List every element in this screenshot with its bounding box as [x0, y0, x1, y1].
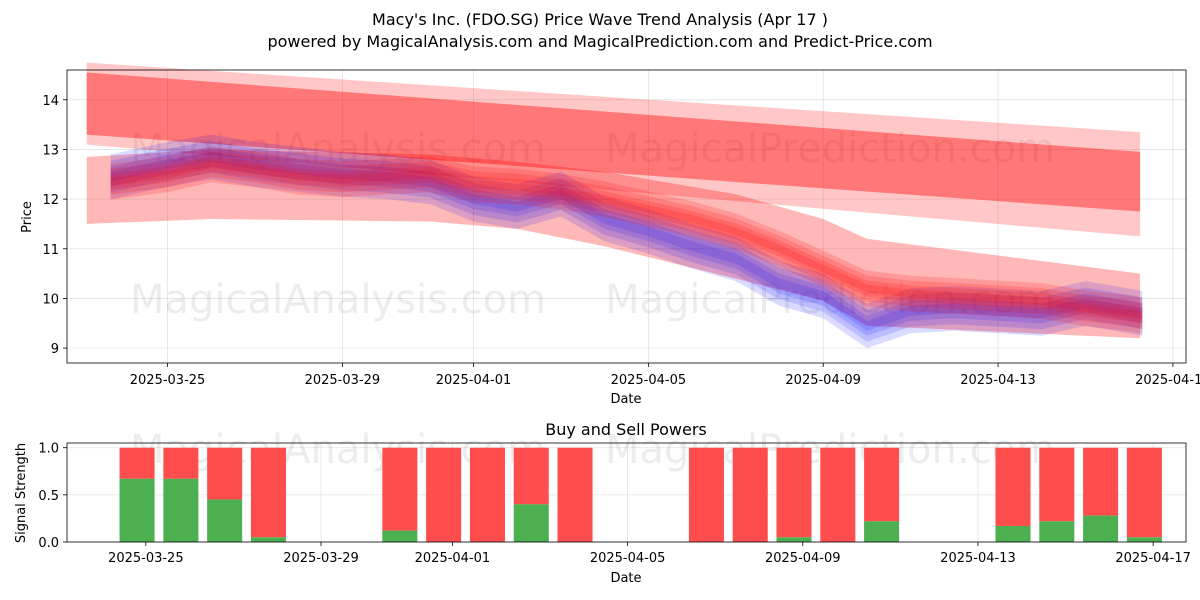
bottom-ytick-label-0: 0.0: [38, 536, 59, 551]
top-xtick-label-6: 2025-04-17: [1135, 373, 1200, 388]
top-xtick-label-5: 2025-04-13: [960, 373, 1036, 388]
top-watermarks: MagicalAnalysis.com MagicalPrediction.co…: [130, 126, 1055, 323]
sell-bar-5: [426, 447, 462, 542]
sell-bar-1: [163, 447, 199, 479]
top-gridlines: [67, 70, 1186, 363]
top-xtick-label-4: 2025-04-09: [785, 373, 861, 388]
buy-bar-7: [513, 504, 549, 542]
top-ytick-label-3: 12: [42, 193, 59, 208]
red-wave-band-1: [110, 151, 1143, 329]
bottom-x-axis-label: Date: [610, 571, 641, 586]
buy-bar-4: [382, 530, 418, 542]
red-channel-2: [86, 149, 1141, 339]
price-wave-plot: MagicalAnalysis.com MagicalPrediction.co…: [20, 62, 1200, 407]
buy-bar-15: [1039, 521, 1075, 542]
sell-bar-11: [776, 447, 812, 538]
sell-bar-17: [1126, 447, 1162, 538]
bottom-xtick-label-1: 2025-03-29: [283, 551, 359, 566]
top-ytick-label-5: 14: [42, 94, 59, 109]
top-ytick-label-2: 11: [42, 243, 59, 258]
bottom-y-axis-label: Signal Strength: [14, 443, 29, 543]
sell-bar-12: [820, 447, 856, 542]
top-xtick-label-2: 2025-04-01: [436, 373, 512, 388]
watermark-prediction-mid: MagicalPrediction.com: [605, 277, 1055, 323]
sell-bar-4: [382, 447, 418, 531]
blue-wave-band-2: [110, 147, 1143, 336]
buy-bar-11: [776, 537, 812, 542]
bottom-xtick-label-3: 2025-04-05: [590, 551, 666, 566]
top-x-axis: 2025-03-25 2025-03-29 2025-04-01 2025-04-05…: [130, 363, 1200, 388]
sell-bar-8: [557, 447, 593, 542]
watermark-prediction-top: MagicalPrediction.com: [605, 126, 1055, 172]
sell-bar-3: [250, 447, 286, 538]
bottom-plot-frame: [66, 442, 1187, 543]
top-xtick-label-3: 2025-04-05: [611, 373, 687, 388]
sell-bar-6: [469, 447, 505, 542]
bottom-chart-title: Buy and Sell Powers: [545, 420, 707, 439]
top-ytick-label-1: 10: [42, 292, 59, 307]
signal-bars: [119, 447, 1162, 542]
top-plot-frame: [66, 69, 1187, 364]
red-wave-band-0: [110, 146, 1143, 334]
bottom-ytick-label-1: 0.5: [38, 489, 59, 504]
bottom-xtick-label-0: 2025-03-25: [108, 551, 184, 566]
price-bands: [86, 62, 1143, 349]
sell-bar-10: [732, 447, 768, 542]
buy-bar-17: [1126, 537, 1162, 542]
bottom-ytick-label-2: 1.0: [38, 442, 59, 457]
blue-wave-band-3: [110, 151, 1143, 331]
sell-bar-13: [864, 447, 900, 522]
sell-bar-16: [1083, 447, 1119, 516]
red-channel-0: [86, 72, 1141, 212]
blue-wave-band-1: [110, 141, 1143, 342]
red-wave-band-2: [110, 156, 1143, 324]
chart-title-line1: Macy's Inc. (FDO.SG) Price Wave Trend An…: [372, 10, 828, 29]
sell-bar-9: [688, 447, 724, 542]
sell-bar-14: [995, 447, 1031, 526]
buy-bar-2: [207, 499, 243, 542]
buy-bar-13: [864, 521, 900, 542]
bottom-y-axis: 0.0 0.5 1.0: [38, 442, 67, 551]
bottom-xtick-label-4: 2025-04-09: [765, 551, 841, 566]
blue-wave-band-0: [110, 134, 1143, 349]
buy-bar-14: [995, 525, 1031, 542]
buy-bar-0: [119, 478, 155, 542]
sell-bar-7: [513, 447, 549, 505]
red-wave-band-3: [110, 160, 1143, 320]
watermark-analysis-top: MagicalAnalysis.com: [130, 126, 546, 172]
bottom-xtick-label-5: 2025-04-13: [940, 551, 1016, 566]
bottom-xtick-label-2: 2025-04-01: [415, 551, 491, 566]
sell-bar-2: [207, 447, 243, 500]
sell-bar-0: [119, 447, 155, 479]
top-y-axis-label: Price: [20, 201, 35, 233]
top-xtick-label-1: 2025-03-29: [305, 373, 381, 388]
top-y-axis: 9 10 11 12 13 14: [42, 94, 67, 357]
top-xtick-label-0: 2025-03-25: [130, 373, 206, 388]
top-x-axis-label: Date: [610, 392, 641, 407]
buy-bar-3: [250, 537, 286, 542]
top-ytick-label-4: 13: [42, 143, 59, 158]
buy-bar-1: [163, 478, 199, 542]
chart-title-line2: powered by MagicalAnalysis.com and Magic…: [267, 32, 932, 51]
sell-bar-15: [1039, 447, 1075, 522]
buy-sell-plot: Buy and Sell Powers MagicalAnalysis.com …: [14, 420, 1191, 586]
top-ytick-label-0: 9: [51, 342, 59, 357]
watermark-analysis-mid: MagicalAnalysis.com: [130, 277, 546, 323]
bottom-x-axis: 2025-03-25 2025-03-29 2025-04-01 2025-04-05…: [108, 542, 1191, 566]
red-channel-1: [86, 62, 1141, 237]
buy-bar-16: [1083, 515, 1119, 542]
bottom-xtick-label-6: 2025-04-17: [1115, 551, 1191, 566]
